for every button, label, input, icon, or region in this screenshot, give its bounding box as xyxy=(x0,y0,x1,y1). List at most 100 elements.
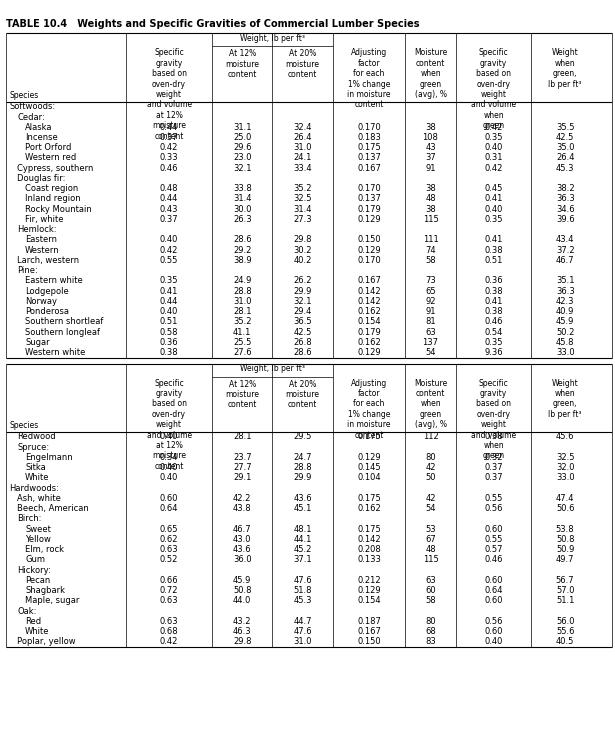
Text: 63: 63 xyxy=(425,576,436,585)
Text: 0.142: 0.142 xyxy=(357,286,381,295)
Text: 43.6: 43.6 xyxy=(293,494,312,503)
Text: 115: 115 xyxy=(423,555,438,565)
Text: 32.4: 32.4 xyxy=(293,122,312,132)
Text: 54: 54 xyxy=(425,504,436,513)
Text: 30.2: 30.2 xyxy=(293,246,312,255)
Text: Western: Western xyxy=(25,246,60,255)
Text: 0.208: 0.208 xyxy=(357,545,381,554)
Text: 35.1: 35.1 xyxy=(556,276,574,286)
Text: 36.5: 36.5 xyxy=(293,318,312,326)
Text: 50.6: 50.6 xyxy=(556,504,574,513)
Text: 23.0: 23.0 xyxy=(233,154,252,162)
Text: 0.38: 0.38 xyxy=(484,307,503,316)
Text: 55.6: 55.6 xyxy=(556,627,574,636)
Text: Ponderosa: Ponderosa xyxy=(25,307,69,316)
Text: 0.37: 0.37 xyxy=(484,463,503,472)
Text: 24.7: 24.7 xyxy=(293,453,312,462)
Text: 0.65: 0.65 xyxy=(160,525,178,533)
Text: 28.1: 28.1 xyxy=(233,307,252,316)
Text: 0.41: 0.41 xyxy=(485,297,502,306)
Text: Southern longleaf: Southern longleaf xyxy=(25,327,100,337)
Text: 33.0: 33.0 xyxy=(556,348,574,357)
Text: 81: 81 xyxy=(425,318,436,326)
Text: 26.8: 26.8 xyxy=(293,338,312,347)
Text: 0.56: 0.56 xyxy=(484,504,503,513)
Text: 45.2: 45.2 xyxy=(293,545,312,554)
Text: 46.7: 46.7 xyxy=(233,525,252,533)
Text: Port Orford: Port Orford xyxy=(25,143,71,152)
Text: 42.5: 42.5 xyxy=(293,327,312,337)
Text: 73: 73 xyxy=(425,276,436,286)
Text: 0.154: 0.154 xyxy=(357,318,381,326)
Text: 28.6: 28.6 xyxy=(233,235,252,244)
Text: 0.212: 0.212 xyxy=(357,576,381,585)
Text: 0.60: 0.60 xyxy=(484,525,503,533)
Text: 31.0: 31.0 xyxy=(293,143,312,152)
Text: 0.142: 0.142 xyxy=(357,535,381,544)
Text: 31.4: 31.4 xyxy=(293,205,312,214)
Text: 35.5: 35.5 xyxy=(556,122,574,132)
Text: 0.48: 0.48 xyxy=(160,184,178,193)
Text: Hardwoods:: Hardwoods: xyxy=(9,484,59,493)
Text: 92: 92 xyxy=(425,297,436,306)
Text: 0.150: 0.150 xyxy=(357,637,381,646)
Text: 50.2: 50.2 xyxy=(556,327,574,337)
Text: 40.2: 40.2 xyxy=(293,256,312,265)
Text: 50: 50 xyxy=(425,473,436,482)
Text: 0.150: 0.150 xyxy=(357,235,381,244)
Text: 0.42: 0.42 xyxy=(160,143,178,152)
Text: 28.6: 28.6 xyxy=(293,348,312,357)
Text: 0.36: 0.36 xyxy=(160,338,178,347)
Text: 0.41: 0.41 xyxy=(160,286,178,295)
Text: 0.36: 0.36 xyxy=(484,276,503,286)
Text: 56.0: 56.0 xyxy=(556,617,574,626)
Text: 68: 68 xyxy=(425,627,436,636)
Text: 41.1: 41.1 xyxy=(233,327,252,337)
Text: 0.56: 0.56 xyxy=(484,617,503,626)
Text: 45.3: 45.3 xyxy=(556,164,574,173)
Text: 29.1: 29.1 xyxy=(233,473,252,482)
Text: 91: 91 xyxy=(425,164,436,173)
Text: 29.4: 29.4 xyxy=(293,307,312,316)
Text: 43.4: 43.4 xyxy=(556,235,574,244)
Text: 56.7: 56.7 xyxy=(556,576,574,585)
Text: 43: 43 xyxy=(425,143,436,152)
Text: 0.63: 0.63 xyxy=(160,545,178,554)
Text: 0.44: 0.44 xyxy=(160,297,178,306)
Text: 0.46: 0.46 xyxy=(484,555,503,565)
Text: Moisture
content
when
green
(avg), %: Moisture content when green (avg), % xyxy=(414,378,447,429)
Text: 47.4: 47.4 xyxy=(556,494,574,503)
Text: Spruce:: Spruce: xyxy=(17,443,49,452)
Text: 80: 80 xyxy=(425,617,436,626)
Text: 32.1: 32.1 xyxy=(233,164,252,173)
Text: 0.40: 0.40 xyxy=(160,433,178,441)
Text: 46.3: 46.3 xyxy=(233,627,252,636)
Text: Weight
when
green,
lb per ft³: Weight when green, lb per ft³ xyxy=(549,48,582,88)
Text: 23.7: 23.7 xyxy=(233,453,252,462)
Text: 0.129: 0.129 xyxy=(357,348,381,357)
Text: 74: 74 xyxy=(425,246,436,255)
Text: 37.2: 37.2 xyxy=(556,246,574,255)
Text: 29.8: 29.8 xyxy=(233,637,252,646)
Text: 9.36: 9.36 xyxy=(484,348,503,357)
Text: 67: 67 xyxy=(425,535,436,544)
Text: 40.5: 40.5 xyxy=(556,637,574,646)
Text: 50.9: 50.9 xyxy=(556,545,574,554)
Text: 29.9: 29.9 xyxy=(293,286,312,295)
Text: 0.44: 0.44 xyxy=(160,194,178,203)
Text: At 20%
moisture
content: At 20% moisture content xyxy=(285,50,320,79)
Text: 0.46: 0.46 xyxy=(484,318,503,326)
Text: Gum: Gum xyxy=(25,555,45,565)
Text: Sugar: Sugar xyxy=(25,338,50,347)
Text: 60: 60 xyxy=(425,586,436,595)
Text: 137: 137 xyxy=(423,338,438,347)
Text: 0.133: 0.133 xyxy=(357,555,381,565)
Text: 37.1: 37.1 xyxy=(293,555,312,565)
Text: 44.0: 44.0 xyxy=(233,597,252,605)
Text: 0.170: 0.170 xyxy=(357,184,381,193)
Text: 51.8: 51.8 xyxy=(293,586,312,595)
Text: 0.129: 0.129 xyxy=(357,246,381,255)
Text: 0.52: 0.52 xyxy=(160,555,178,565)
Text: Douglas fir:: Douglas fir: xyxy=(17,174,66,183)
Text: 31.1: 31.1 xyxy=(233,122,252,132)
